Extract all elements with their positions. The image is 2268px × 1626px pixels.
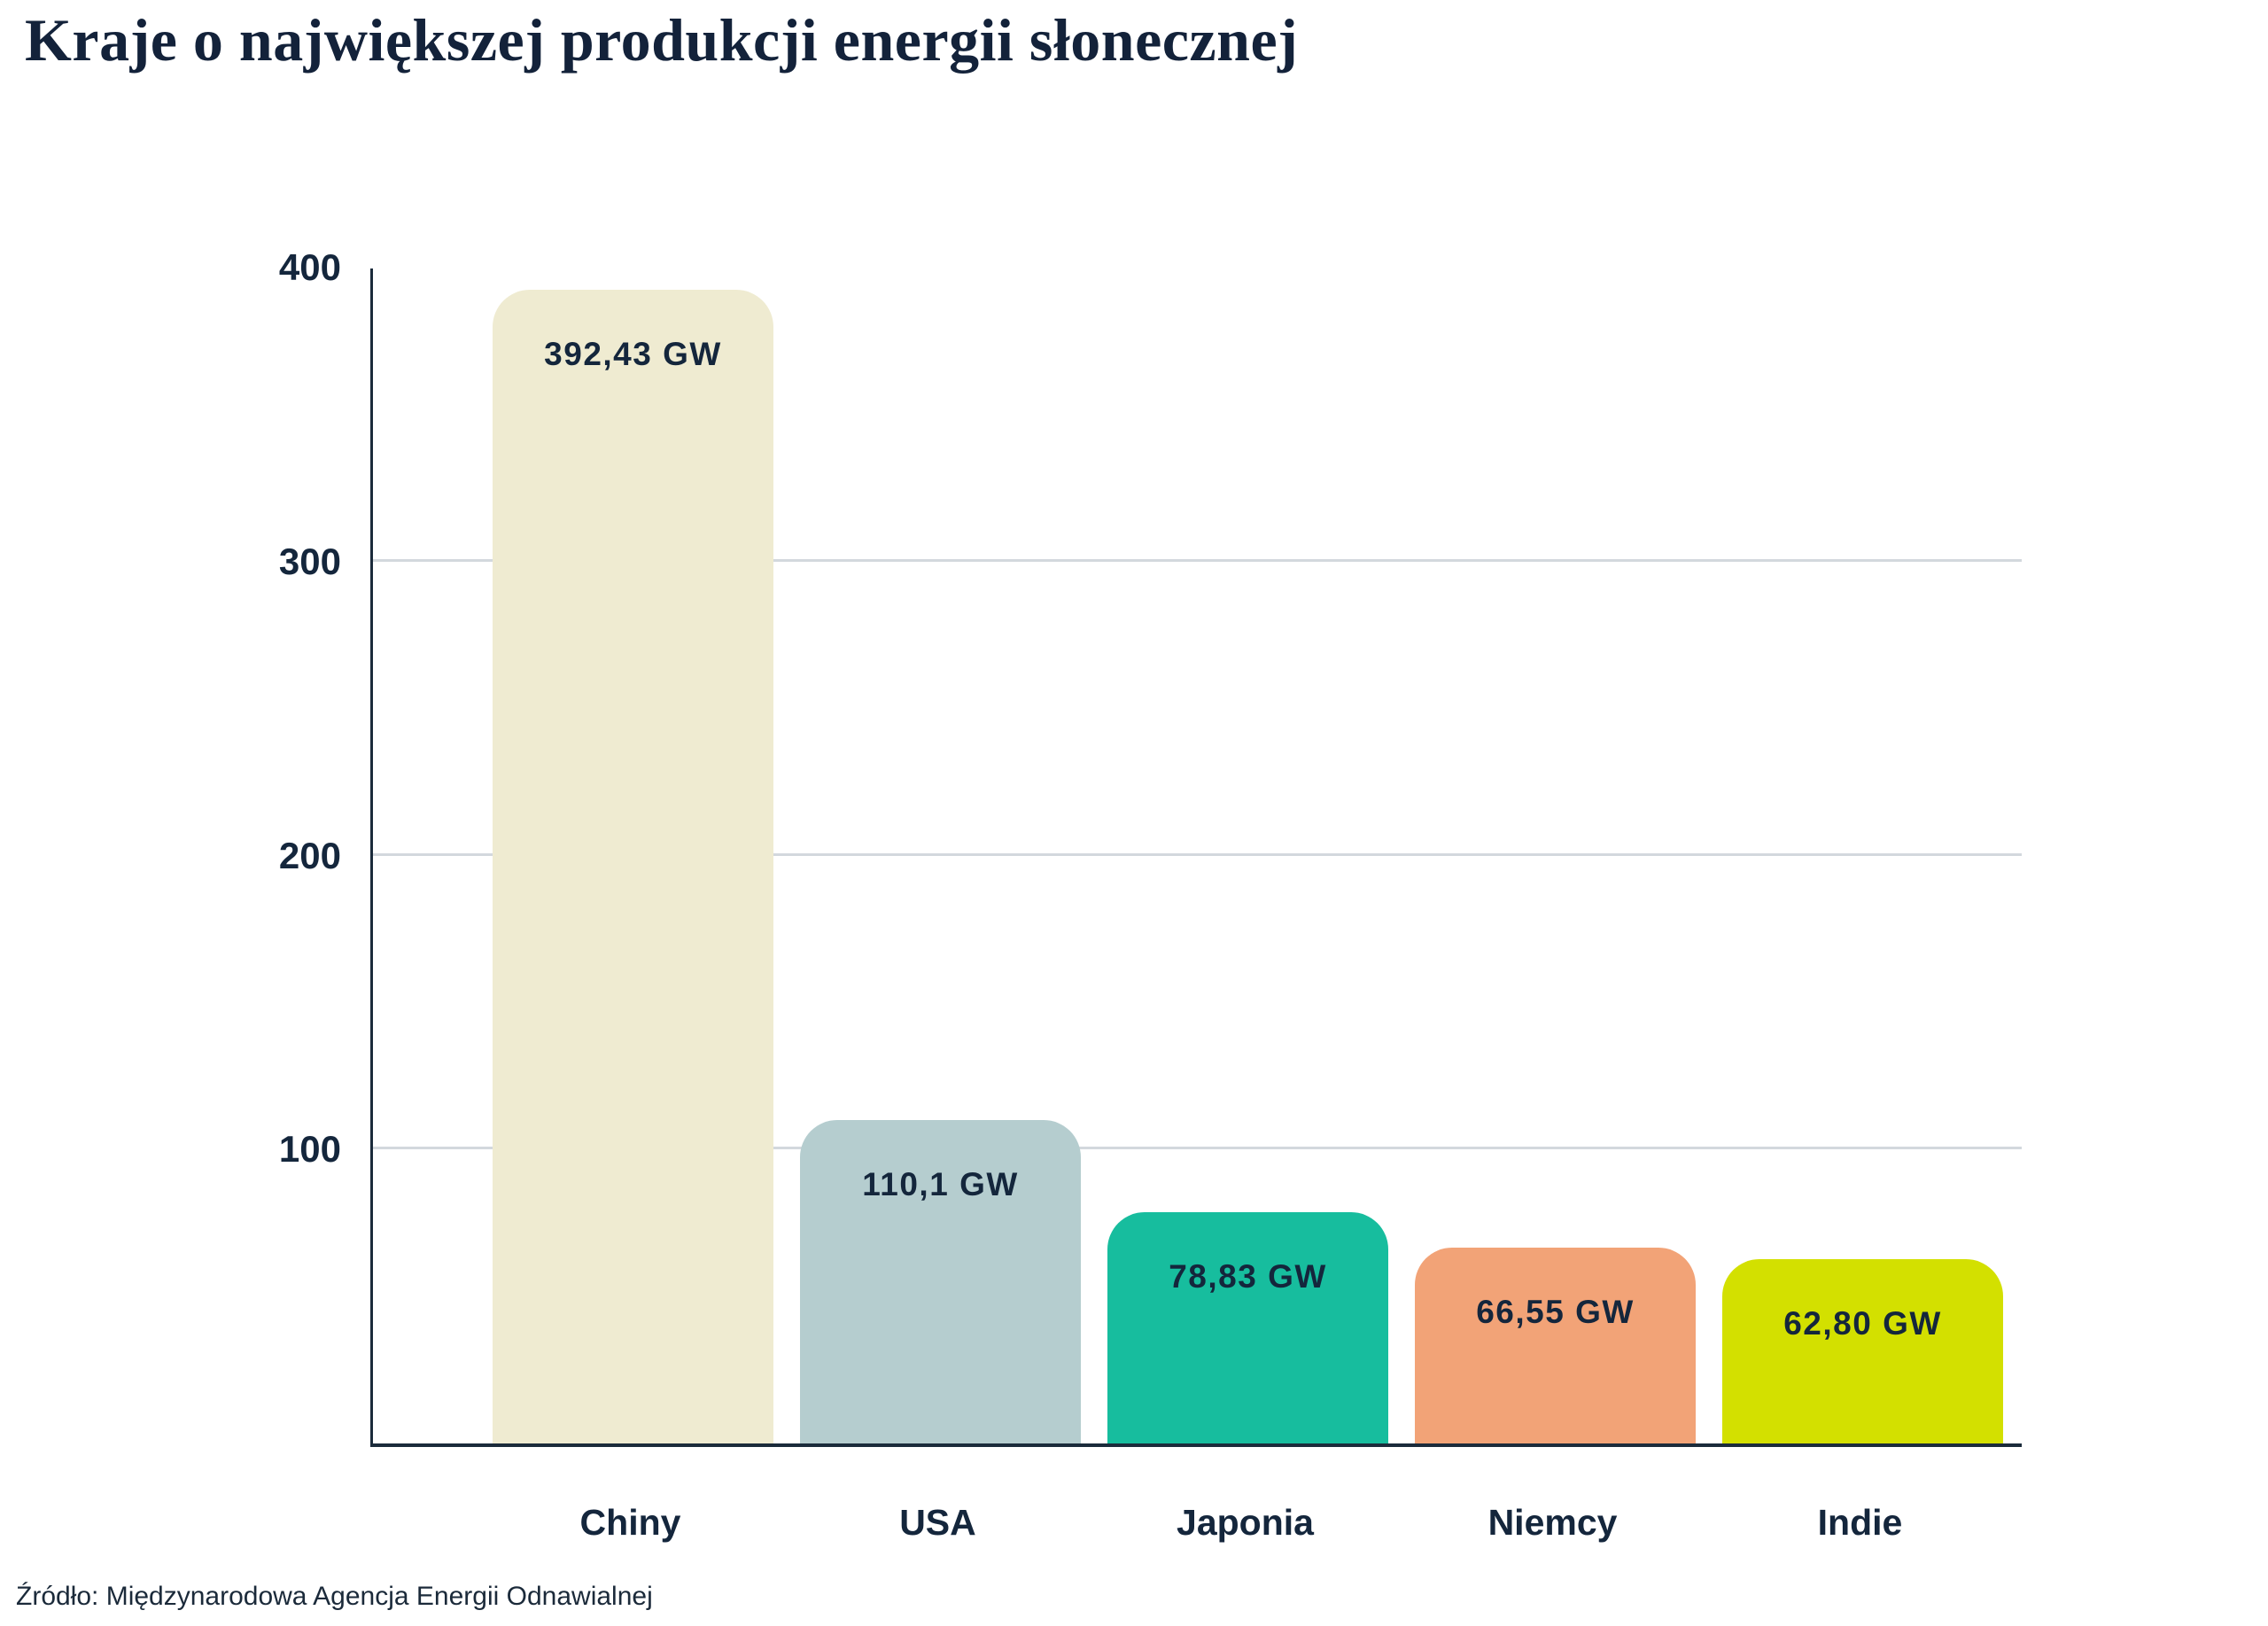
y-tick-100: 100 bbox=[278, 1128, 341, 1171]
bar-japonia: 78,83 GW bbox=[1107, 1211, 1388, 1443]
gridline-200 bbox=[373, 852, 2022, 856]
category-label-japonia: Japonia bbox=[1177, 1502, 1314, 1543]
category-label-niemcy: Niemcy bbox=[1487, 1502, 1618, 1543]
bar-indie: 62,80 GW bbox=[1722, 1258, 2003, 1443]
chart-title: Kraje o największej produkcji energii sł… bbox=[25, 6, 1299, 74]
bar-chiny: 392,43 GW bbox=[493, 290, 773, 1443]
bar-value-label-usa: 110,1 GW bbox=[862, 1165, 1019, 1202]
source-attribution: Źródło: Międzynarodowa Agencja Energii O… bbox=[16, 1582, 653, 1611]
bar-value-label-japonia: 78,83 GW bbox=[1169, 1257, 1327, 1295]
category-labels-row: Chiny USA Japonia Niemcy Indie bbox=[370, 1502, 2022, 1544]
category-label-usa: USA bbox=[899, 1502, 976, 1543]
bars-row: 392,43 GW 110,1 GW 78,83 GW 66,55 GW 62,80 G… bbox=[373, 268, 2022, 1443]
bar-value-label-chiny: 392,43 GW bbox=[544, 336, 722, 373]
bar-niemcy: 66,55 GW bbox=[1415, 1248, 1696, 1443]
plot-area: 392,43 GW 110,1 GW 78,83 GW 66,55 GW 62,80 G… bbox=[279, 249, 2022, 1447]
category-label-chiny: Chiny bbox=[579, 1502, 681, 1543]
gridline-100 bbox=[373, 1147, 2022, 1150]
bar-usa: 110,1 GW bbox=[800, 1119, 1081, 1443]
gridline-300 bbox=[373, 559, 2022, 562]
bar-value-label-niemcy: 66,55 GW bbox=[1476, 1294, 1635, 1331]
y-tick-400: 400 bbox=[278, 246, 341, 289]
y-tick-300: 300 bbox=[278, 541, 341, 582]
y-tick-200: 200 bbox=[278, 834, 341, 876]
bar-chart: 392,43 GW 110,1 GW 78,83 GW 66,55 GW 62,80 G… bbox=[279, 249, 2022, 1544]
category-label-indie: Indie bbox=[1817, 1502, 1903, 1543]
bar-value-label-indie: 62,80 GW bbox=[1783, 1304, 1942, 1342]
